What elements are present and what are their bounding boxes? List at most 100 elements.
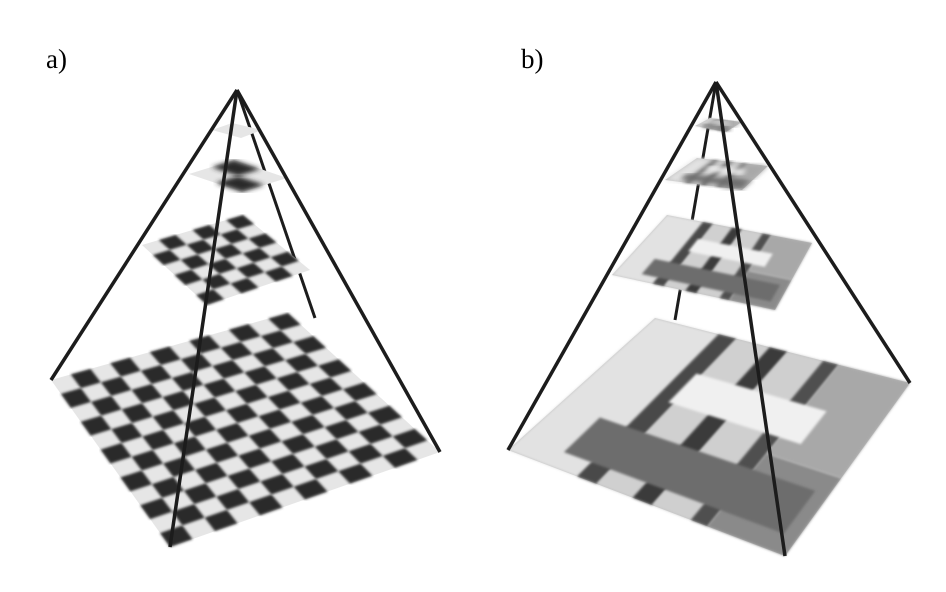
pyramid-a-level-2: [189, 160, 287, 192]
pyramid-b: [506, 81, 912, 557]
pyramid-a-level-0-square: [121, 403, 153, 423]
pyramid-a-level-0-square: [258, 409, 292, 429]
pyramid-a-level-1-square: [186, 239, 215, 255]
pyramid-b-level-0-region: [766, 364, 910, 479]
pyramid-a-level-0-square: [189, 335, 221, 354]
pyramid-a-level-0-square: [244, 366, 277, 385]
pyramid-a-level-0-square: [300, 396, 334, 415]
pyramid-b-level-0-region: [508, 318, 719, 477]
pyramid-a-level-0-square: [194, 397, 226, 417]
pyramid-a-level-0-square: [110, 357, 141, 377]
pyramid-a-level-0-square: [163, 456, 196, 478]
pyramid-a-level-0-square: [293, 479, 328, 500]
pyramid-a-level-0-square: [248, 428, 282, 449]
pyramid-a-level-0-square: [249, 494, 283, 516]
pyramid-a-level-1-square: [264, 266, 293, 282]
pyramid-a-level-0-square: [91, 395, 122, 416]
pyramid-a-level-0-square: [285, 353, 318, 373]
pyramid-a-level-0-square: [131, 450, 164, 471]
pyramid-a-level-0-square: [140, 497, 173, 520]
pyramid-b-front-edge: [714, 81, 787, 557]
pyramid-a-level-0-square: [100, 376, 132, 396]
pyramid-a-level-0: [51, 313, 440, 547]
pyramid-a-level-0-square: [142, 429, 174, 450]
pyramid-b-level-3-region: [724, 120, 742, 128]
pyramid-b-level-2-region: [732, 163, 768, 180]
pyramid-a-level-0-square: [120, 470, 152, 492]
pyramid-a-level-0-square: [216, 423, 249, 443]
pyramid-b-level-0-region: [563, 417, 816, 534]
pyramid-a-level-1-square: [220, 229, 249, 244]
pyramid-a-left-edge: [49, 89, 239, 381]
pyramid-b-level-2: [665, 158, 768, 190]
pyramid-a-level-0-square: [184, 416, 217, 437]
pyramid-b-level-1: [612, 215, 812, 310]
pyramid-a-front-edge: [168, 89, 239, 548]
pyramid-b-level-1-region: [748, 235, 812, 280]
pyramid-a-level-0-square: [152, 410, 185, 430]
pyramid-a-level-0-square: [324, 419, 359, 440]
pyramid-a-level-1-square: [214, 243, 243, 259]
pyramid-a: [49, 89, 442, 548]
pyramid-a-level-1-square: [270, 251, 299, 267]
pyramid-a-level-0-square: [348, 443, 383, 464]
pyramid-a-level-0-square: [140, 365, 172, 384]
pyramid-a-level-0-square: [172, 504, 205, 526]
pyramid-a-level-0-square: [392, 428, 428, 449]
pyramid-a-level-0-square: [80, 415, 112, 436]
pyramid-a-level-0-square: [100, 443, 132, 464]
pyramid-a-level-0-square: [149, 346, 181, 366]
pyramid-a-level-1-square: [242, 247, 271, 263]
pyramid-a-level-0-square: [382, 448, 418, 468]
pyramid-a-level-0-square: [212, 360, 245, 379]
pyramid-a-level-1-square: [230, 277, 259, 294]
pyramid-a-level-0-square: [252, 348, 286, 367]
panel-a-label: a): [46, 44, 67, 74]
pyramid-b-right-edge: [714, 81, 912, 384]
pyramid-a-level-0-square: [276, 372, 310, 391]
pyramid-b-level-3: [695, 118, 742, 132]
pyramid-a-right-edge: [235, 89, 442, 453]
pyramid-a-level-0-square: [309, 377, 343, 396]
pyramid-b-level-3-region: [695, 118, 718, 128]
pyramid-a-level-0-square: [162, 390, 194, 411]
pyramid-a-level-1-square: [248, 233, 277, 248]
pyramid-b-level-1-region: [688, 238, 773, 267]
pyramid-a-level-0-square: [281, 434, 315, 454]
pyramid-a-level-0-square: [358, 424, 393, 444]
panel-b-label: b): [521, 44, 544, 74]
pyramid-b-level-1-region: [612, 215, 704, 284]
pyramid-b-level-2-region: [704, 166, 747, 176]
pyramid-a-level-1-square: [180, 254, 209, 270]
pyramid-a-level-0-square: [195, 462, 228, 484]
pyramid-a-level-0-square: [227, 468, 261, 490]
pyramid-a-level-0-square: [204, 509, 238, 532]
pyramid-a-level-0-square: [111, 422, 143, 444]
pyramid-a-level-0-square: [291, 414, 325, 435]
pyramid-a-level-0-square: [70, 368, 101, 389]
pyramid-a-level-3-plane: [212, 123, 262, 138]
pyramid-a-level-0-square: [235, 384, 268, 404]
pyramid-a-level-2-square: [215, 176, 265, 192]
pyramid-a-level-0-square: [151, 477, 184, 498]
pyramid-a-level-0-square: [160, 525, 193, 547]
pyramid-a-level-1-square: [152, 249, 181, 265]
pyramid-a-level-1: [142, 215, 310, 305]
pyramid-a-level-0-square: [333, 401, 368, 420]
pyramid-a-level-0-square: [225, 403, 259, 423]
pyramid-a-level-0-square: [228, 324, 261, 342]
pyramid-a-level-1-square: [174, 269, 203, 285]
pyramid-a-level-0-square: [131, 383, 163, 404]
pyramid-a-level-0-square: [267, 390, 301, 410]
pyramid-a-level-0-square: [367, 405, 402, 425]
pyramid-a-level-1-square: [236, 262, 265, 278]
pyramid-a-level-0-square: [304, 458, 339, 480]
pyramid-a-level-0-square: [238, 448, 272, 469]
pyramid-a-level-3: [212, 123, 262, 138]
pyramid-a-level-0-square: [203, 378, 236, 398]
pyramid-a-level-0-square: [342, 382, 377, 402]
pyramid-b-level-2-region: [665, 158, 715, 183]
pyramid-a-level-0-square: [318, 359, 352, 378]
pyramid-a-level-0-square: [183, 483, 217, 505]
